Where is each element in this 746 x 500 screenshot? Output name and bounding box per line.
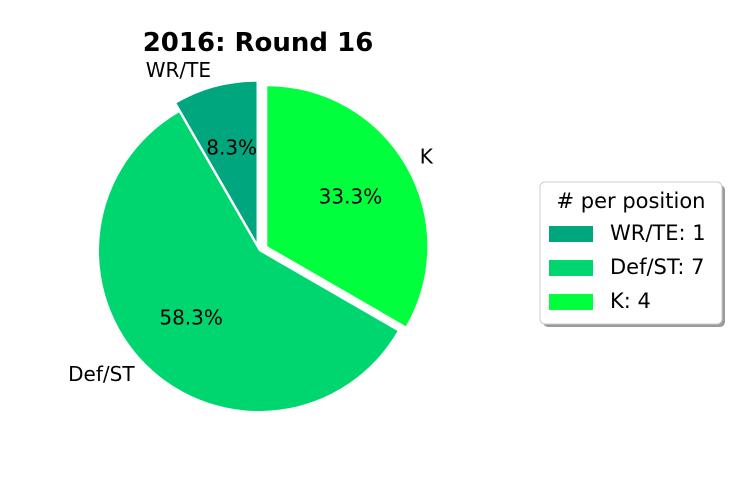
slice-label-wr-te: WR/TE — [146, 58, 211, 82]
pie-slice-wr-te — [176, 81, 257, 242]
pie-slice-k — [267, 86, 428, 327]
pie-slice-def-st — [98, 112, 398, 411]
legend-swatch-wr-te — [549, 226, 593, 242]
slice-percent-def-st: 58.3% — [159, 305, 223, 329]
slice-percent-wr-te: 8.3% — [206, 135, 257, 159]
pie-labels: WR/TE 8.3% Def/ST 58.3% K 33.3% — [68, 58, 434, 386]
legend-entry-wr-te: WR/TE: 1 — [610, 221, 706, 245]
chart-title: 2016: Round 16 — [143, 28, 374, 58]
legend-items: WR/TE: 1 Def/ST: 7 K: 4 — [549, 221, 706, 313]
legend-box — [539, 181, 723, 325]
legend-swatch-k — [549, 294, 593, 310]
legend-entry-k: K: 4 — [610, 289, 651, 313]
slice-percent-k: 33.3% — [319, 185, 383, 209]
pie-slices — [98, 81, 428, 411]
slice-label-k: K — [420, 145, 434, 169]
legend-swatch-def-st — [549, 260, 593, 276]
legend: # per position WR/TE: 1 Def/ST: 7 K: 4 — [539, 181, 725, 327]
legend-entry-def-st: Def/ST: 7 — [610, 255, 705, 279]
legend-title: # per position — [556, 189, 705, 213]
slice-label-def-st: Def/ST — [68, 362, 135, 386]
